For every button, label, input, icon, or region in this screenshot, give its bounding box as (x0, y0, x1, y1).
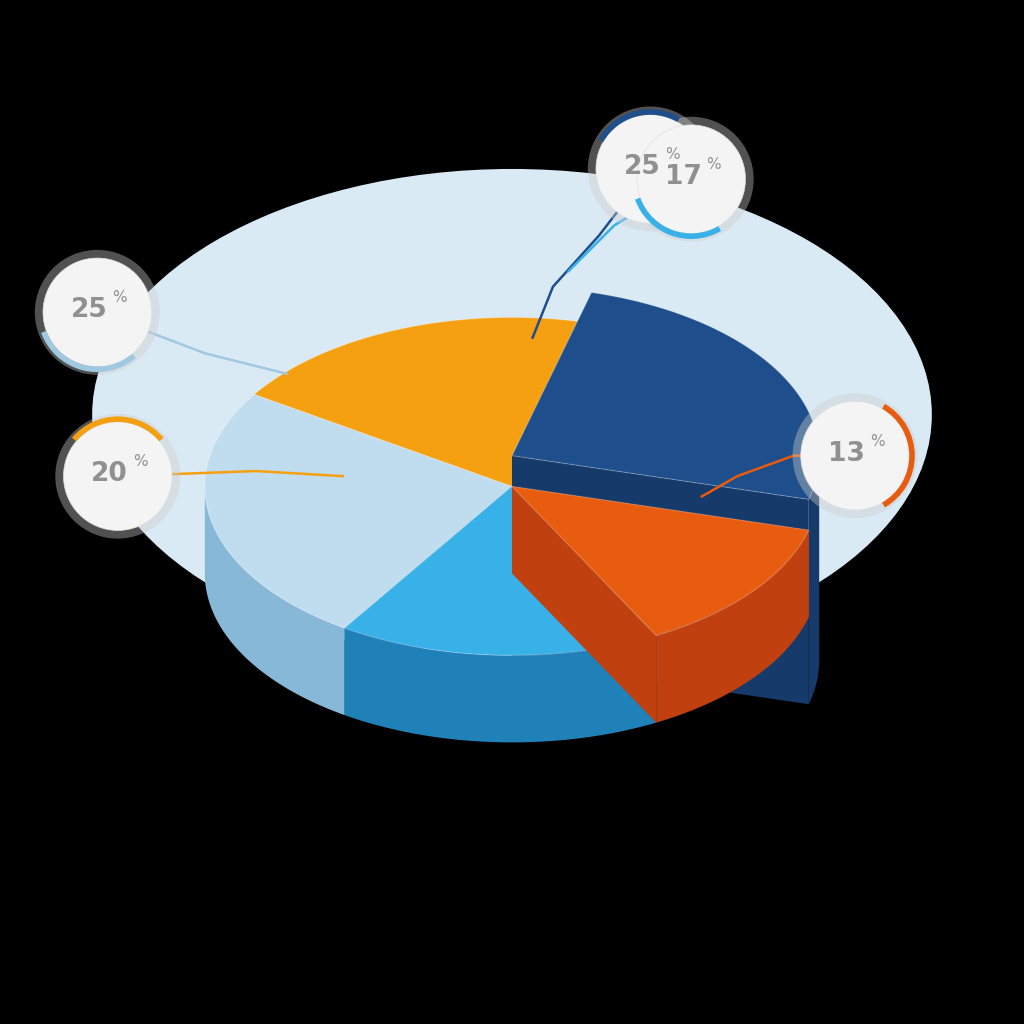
Text: %: % (113, 291, 127, 305)
Text: 20: 20 (91, 461, 128, 487)
Ellipse shape (92, 169, 932, 660)
Text: 25: 25 (71, 297, 108, 324)
Text: %: % (707, 158, 721, 172)
Polygon shape (809, 456, 819, 705)
Circle shape (637, 125, 745, 233)
Text: %: % (870, 434, 885, 449)
Polygon shape (512, 486, 656, 723)
Polygon shape (512, 486, 809, 636)
Polygon shape (512, 486, 656, 723)
Circle shape (63, 422, 172, 530)
Polygon shape (254, 317, 592, 486)
Text: %: % (133, 455, 147, 469)
Polygon shape (345, 486, 512, 715)
Polygon shape (345, 486, 512, 715)
Circle shape (35, 250, 160, 375)
Polygon shape (345, 486, 656, 655)
Circle shape (793, 393, 918, 518)
Text: %: % (666, 147, 680, 162)
Circle shape (801, 401, 909, 510)
Text: 17: 17 (665, 164, 701, 190)
Circle shape (588, 106, 713, 231)
Polygon shape (512, 486, 809, 617)
Polygon shape (205, 394, 512, 628)
Circle shape (629, 117, 754, 242)
Circle shape (43, 258, 152, 367)
Polygon shape (512, 456, 809, 705)
Circle shape (55, 414, 180, 539)
Text: 13: 13 (828, 440, 865, 467)
Text: 25: 25 (624, 154, 660, 180)
Polygon shape (656, 530, 809, 723)
Polygon shape (205, 485, 345, 715)
Polygon shape (345, 628, 656, 742)
Polygon shape (512, 293, 819, 500)
Circle shape (596, 115, 705, 223)
